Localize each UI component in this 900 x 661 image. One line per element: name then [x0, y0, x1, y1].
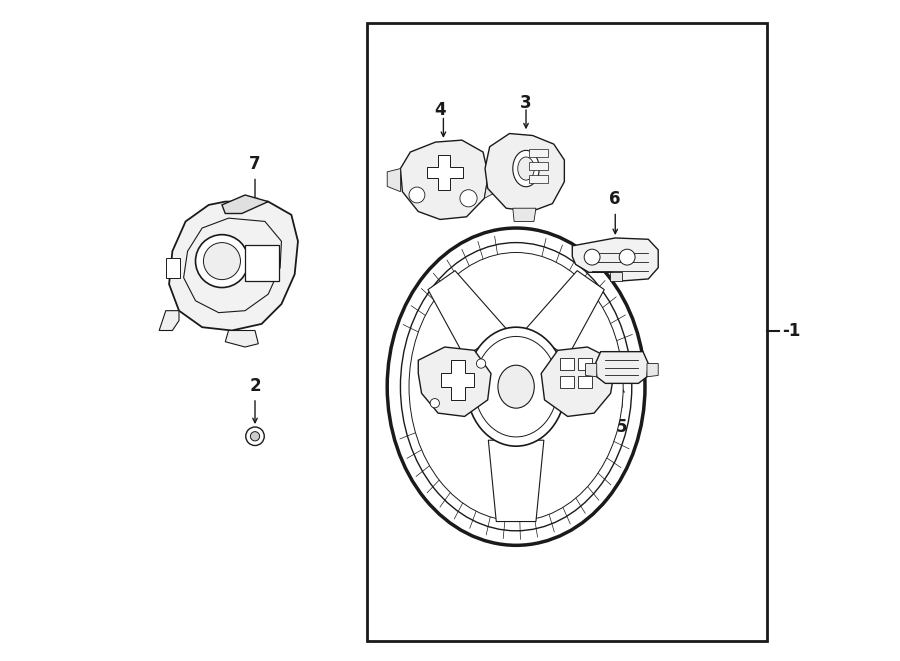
Polygon shape [387, 169, 400, 192]
FancyBboxPatch shape [166, 258, 180, 278]
FancyBboxPatch shape [529, 175, 548, 183]
Polygon shape [526, 270, 604, 357]
Ellipse shape [466, 327, 566, 446]
Polygon shape [647, 364, 658, 377]
Circle shape [250, 432, 259, 441]
Circle shape [619, 249, 635, 265]
Polygon shape [222, 195, 268, 214]
Polygon shape [441, 360, 474, 400]
Polygon shape [225, 330, 258, 347]
Text: 4: 4 [435, 101, 446, 119]
Polygon shape [484, 175, 501, 198]
Ellipse shape [409, 253, 623, 521]
FancyBboxPatch shape [560, 358, 574, 370]
Ellipse shape [518, 157, 535, 180]
FancyBboxPatch shape [578, 358, 592, 370]
Text: 3: 3 [520, 95, 532, 112]
FancyBboxPatch shape [529, 149, 548, 157]
Text: -1: -1 [782, 321, 800, 340]
FancyBboxPatch shape [245, 245, 280, 281]
Polygon shape [485, 134, 564, 212]
Polygon shape [400, 140, 489, 219]
Circle shape [460, 190, 477, 207]
Polygon shape [427, 155, 464, 190]
Polygon shape [513, 208, 536, 221]
Polygon shape [586, 364, 597, 377]
Circle shape [584, 249, 600, 265]
Text: 2: 2 [249, 377, 261, 395]
Ellipse shape [476, 359, 486, 368]
FancyBboxPatch shape [529, 162, 548, 170]
Polygon shape [572, 238, 658, 281]
Bar [367, 23, 768, 641]
Circle shape [409, 187, 425, 203]
Ellipse shape [430, 399, 439, 408]
Polygon shape [610, 272, 622, 281]
Polygon shape [428, 270, 506, 357]
Ellipse shape [498, 365, 535, 408]
Text: 5: 5 [616, 418, 627, 436]
Circle shape [246, 427, 265, 446]
Polygon shape [418, 347, 491, 416]
FancyBboxPatch shape [578, 376, 592, 388]
Polygon shape [541, 347, 614, 416]
Circle shape [195, 235, 248, 288]
Text: 6: 6 [609, 190, 621, 208]
Ellipse shape [387, 228, 645, 545]
Circle shape [203, 243, 240, 280]
Text: 7: 7 [249, 155, 261, 173]
Polygon shape [169, 202, 298, 330]
Polygon shape [489, 440, 544, 522]
Polygon shape [159, 311, 179, 330]
Polygon shape [596, 352, 648, 383]
Ellipse shape [513, 150, 539, 187]
FancyBboxPatch shape [560, 376, 574, 388]
